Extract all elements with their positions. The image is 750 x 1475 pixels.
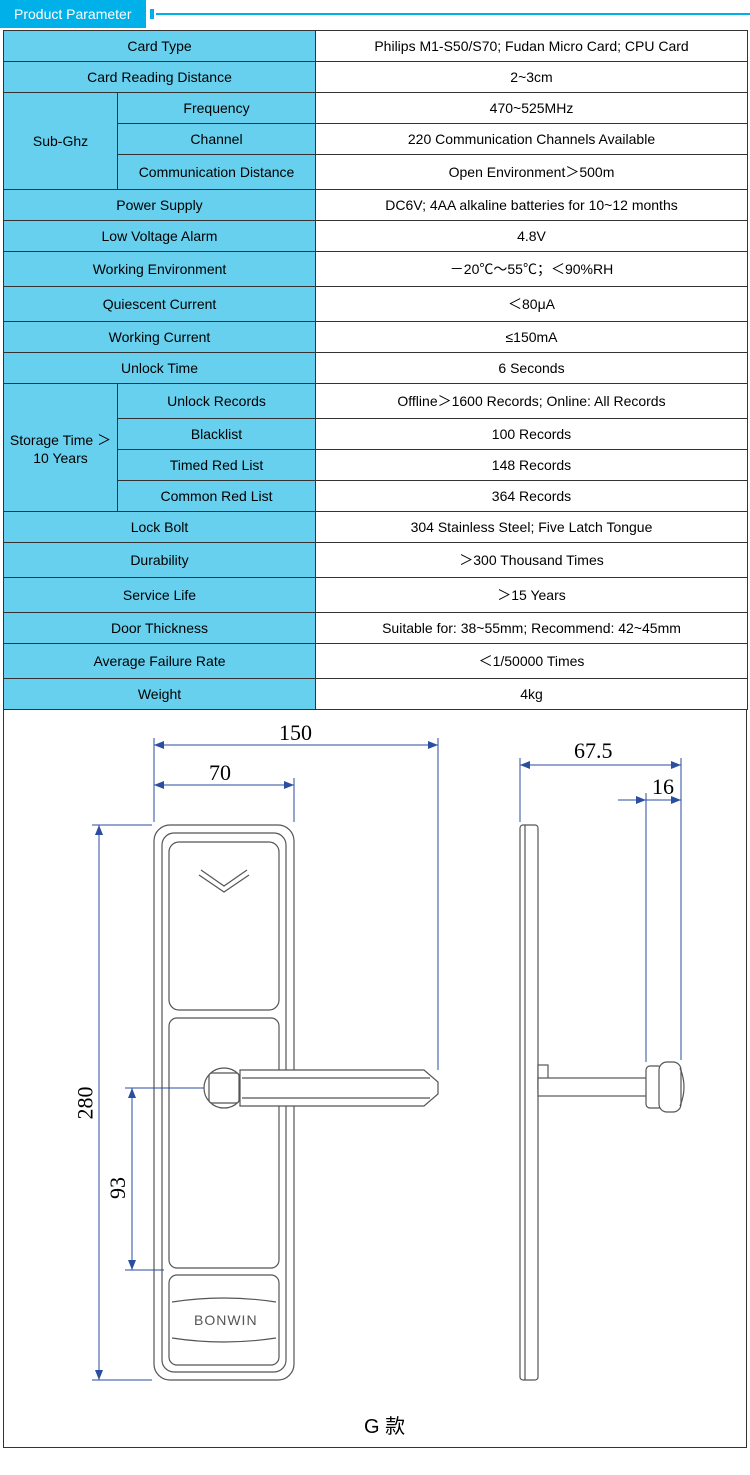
param-value: 6 Seconds: [316, 353, 748, 384]
param-value: ＜80μA: [316, 287, 748, 322]
dim-16: 16: [652, 774, 674, 800]
param-label: Weight: [4, 679, 316, 710]
table-row: Working Current ≤150mA: [4, 322, 748, 353]
param-value: ＞15 Years: [316, 578, 748, 613]
param-value: Offline＞1600 Records; Online: All Record…: [316, 384, 748, 419]
param-label: Common Red List: [118, 481, 316, 512]
table-row: Unlock Time 6 Seconds: [4, 353, 748, 384]
param-value: ＜1/50000 Times: [316, 644, 748, 679]
param-label: Average Failure Rate: [4, 644, 316, 679]
model-label: G 款: [364, 1410, 405, 1439]
param-label: Communication Distance: [118, 155, 316, 190]
table-row: Power Supply DC6V; 4AA alkaline batterie…: [4, 190, 748, 221]
param-label: Blacklist: [118, 419, 316, 450]
param-label: Card Reading Distance: [4, 62, 316, 93]
table-row: Working Environment －20℃～55℃；＜90%RH: [4, 252, 748, 287]
table-row: Sub-Ghz Frequency 470~525MHz: [4, 93, 748, 124]
dim-67-5: 67.5: [574, 738, 613, 764]
table-row: Durability ＞300 Thousand Times: [4, 543, 748, 578]
param-label: Frequency: [118, 93, 316, 124]
table-row: Lock Bolt 304 Stainless Steel; Five Latc…: [4, 512, 748, 543]
param-value: 364 Records: [316, 481, 748, 512]
param-value: 2~3cm: [316, 62, 748, 93]
param-group-label: Storage Time ＞10 Years: [4, 384, 118, 512]
param-label: Service Life: [4, 578, 316, 613]
param-value: Open Environment＞500m: [316, 155, 748, 190]
param-label: Working Current: [4, 322, 316, 353]
dim-280: 280: [73, 1087, 99, 1120]
param-label: Lock Bolt: [4, 512, 316, 543]
param-value: DC6V; 4AA alkaline batteries for 10~12 m…: [316, 190, 748, 221]
dim-93: 93: [105, 1177, 131, 1199]
table-row: Weight 4kg: [4, 679, 748, 710]
table-row: Low Voltage Alarm 4.8V: [4, 221, 748, 252]
table-row: Average Failure Rate ＜1/50000 Times: [4, 644, 748, 679]
param-label: Power Supply: [4, 190, 316, 221]
brand-label: BONWIN: [194, 1312, 258, 1328]
dim-150: 150: [279, 720, 312, 746]
param-label: Unlock Records: [118, 384, 316, 419]
param-value: Suitable for: 38~55mm; Recommend: 42~45m…: [316, 613, 748, 644]
param-label: Card Type: [4, 31, 316, 62]
dim-70: 70: [209, 760, 231, 786]
param-label: Channel: [118, 124, 316, 155]
param-value: Philips M1-S50/S70; Fudan Micro Card; CP…: [316, 31, 748, 62]
param-value: 470~525MHz: [316, 93, 748, 124]
table-row: Door Thickness Suitable for: 38~55mm; Re…: [4, 613, 748, 644]
section-header: Product Parameter: [0, 0, 750, 28]
param-label: Unlock Time: [4, 353, 316, 384]
table-row: Service Life ＞15 Years: [4, 578, 748, 613]
param-value: 220 Communication Channels Available: [316, 124, 748, 155]
param-label: Quiescent Current: [4, 287, 316, 322]
table-row: Card Type Philips M1-S50/S70; Fudan Micr…: [4, 31, 748, 62]
param-label: Durability: [4, 543, 316, 578]
technical-drawing: 150 70 280 93 67.5 16 BONWIN G 款: [3, 710, 747, 1448]
param-label: Timed Red List: [118, 450, 316, 481]
param-label: Low Voltage Alarm: [4, 221, 316, 252]
param-label: Working Environment: [4, 252, 316, 287]
header-title: Product Parameter: [14, 6, 132, 22]
param-value: 100 Records: [316, 419, 748, 450]
header-tab: Product Parameter: [0, 0, 146, 28]
table-row: Quiescent Current ＜80μA: [4, 287, 748, 322]
param-label: Door Thickness: [4, 613, 316, 644]
table-row: Card Reading Distance 2~3cm: [4, 62, 748, 93]
table-row: Storage Time ＞10 Years Unlock Records Of…: [4, 384, 748, 419]
param-value: ＞300 Thousand Times: [316, 543, 748, 578]
param-value: ≤150mA: [316, 322, 748, 353]
param-value: 304 Stainless Steel; Five Latch Tongue: [316, 512, 748, 543]
param-value: 148 Records: [316, 450, 748, 481]
param-group-label: Sub-Ghz: [4, 93, 118, 190]
param-value: 4.8V: [316, 221, 748, 252]
param-value: 4kg: [316, 679, 748, 710]
drawing-svg: [4, 710, 748, 1448]
param-value: －20℃～55℃；＜90%RH: [316, 252, 748, 287]
spec-table: Card Type Philips M1-S50/S70; Fudan Micr…: [3, 30, 748, 710]
header-rule: [156, 13, 750, 15]
